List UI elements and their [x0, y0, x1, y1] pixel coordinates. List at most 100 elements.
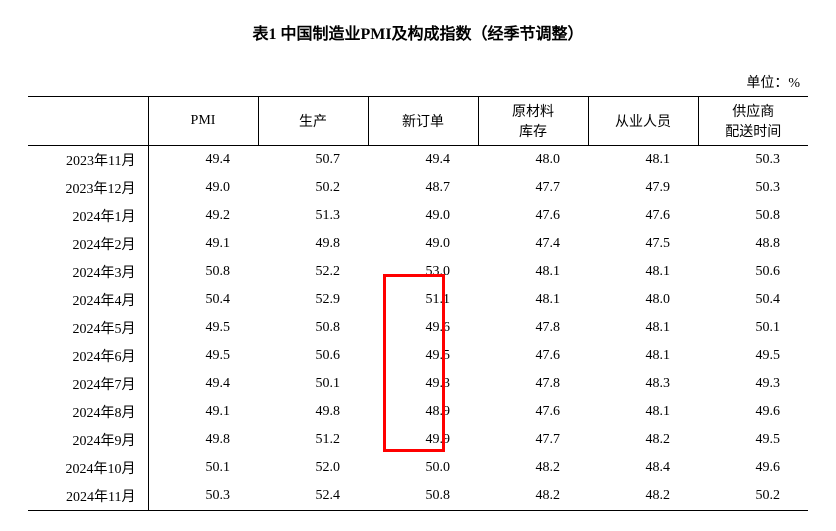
table-row: 2024年7月49.450.149.347.848.349.3: [28, 370, 808, 398]
cell-emp: 48.1: [588, 314, 698, 342]
cell-prod: 52.4: [258, 482, 368, 511]
table-row: 2024年5月49.550.849.647.848.150.1: [28, 314, 808, 342]
cell-inv: 47.6: [478, 398, 588, 426]
col-production: 生产: [258, 97, 368, 146]
cell-inv: 47.6: [478, 342, 588, 370]
cell-pmi: 50.3: [148, 482, 258, 511]
cell-orders: 49.3: [368, 370, 478, 398]
cell-emp: 47.6: [588, 202, 698, 230]
cell-emp: 48.1: [588, 258, 698, 286]
cell-prod: 51.3: [258, 202, 368, 230]
table-row: 2024年3月50.852.253.048.148.150.6: [28, 258, 808, 286]
col-delivery-l2: 配送时间: [705, 121, 803, 141]
table-title: 表1 中国制造业PMI及构成指数（经季节调整）: [28, 20, 808, 44]
cell-period: 2024年8月: [28, 398, 148, 426]
cell-period: 2024年5月: [28, 314, 148, 342]
cell-pmi: 49.4: [148, 370, 258, 398]
cell-deliv: 50.6: [698, 258, 808, 286]
cell-inv: 48.2: [478, 482, 588, 511]
table-row: 2023年11月49.450.749.448.048.150.3: [28, 146, 808, 175]
cell-pmi: 49.5: [148, 342, 258, 370]
table-row: 2024年9月49.851.249.947.748.249.5: [28, 426, 808, 454]
cell-deliv: 49.5: [698, 426, 808, 454]
cell-orders: 48.7: [368, 174, 478, 202]
col-raw-inventory-l1: 原材料: [485, 101, 582, 121]
cell-deliv: 50.4: [698, 286, 808, 314]
cell-inv: 48.0: [478, 146, 588, 175]
cell-pmi: 49.1: [148, 398, 258, 426]
cell-orders: 49.6: [368, 314, 478, 342]
table-wrapper: PMI 生产 新订单 原材料 库存 从业人员 供应商 配送时间 2023年11月…: [28, 96, 808, 511]
cell-period: 2024年3月: [28, 258, 148, 286]
cell-inv: 47.6: [478, 202, 588, 230]
cell-period: 2024年7月: [28, 370, 148, 398]
header-row-1: PMI 生产 新订单 原材料 库存 从业人员 供应商 配送时间: [28, 97, 808, 146]
cell-pmi: 49.0: [148, 174, 258, 202]
cell-period: 2024年9月: [28, 426, 148, 454]
cell-emp: 47.9: [588, 174, 698, 202]
cell-prod: 49.8: [258, 398, 368, 426]
cell-deliv: 49.3: [698, 370, 808, 398]
cell-orders: 50.8: [368, 482, 478, 511]
cell-inv: 48.2: [478, 454, 588, 482]
col-delivery: 供应商 配送时间: [698, 97, 808, 146]
cell-orders: 50.0: [368, 454, 478, 482]
col-delivery-l1: 供应商: [705, 101, 803, 121]
cell-pmi: 50.8: [148, 258, 258, 286]
cell-inv: 47.8: [478, 370, 588, 398]
table-row: 2024年11月50.352.450.848.248.250.2: [28, 482, 808, 511]
pmi-table: PMI 生产 新订单 原材料 库存 从业人员 供应商 配送时间 2023年11月…: [28, 96, 808, 511]
cell-period: 2024年2月: [28, 230, 148, 258]
cell-inv: 48.1: [478, 258, 588, 286]
table-row: 2024年1月49.251.349.047.647.650.8: [28, 202, 808, 230]
col-employees: 从业人员: [588, 97, 698, 146]
table-body: 2023年11月49.450.749.448.048.150.32023年12月…: [28, 146, 808, 511]
unit-label: 单位：%: [28, 72, 808, 92]
cell-inv: 47.7: [478, 426, 588, 454]
cell-inv: 48.1: [478, 286, 588, 314]
cell-emp: 48.1: [588, 146, 698, 175]
cell-orders: 49.4: [368, 146, 478, 175]
cell-emp: 48.2: [588, 426, 698, 454]
cell-emp: 48.0: [588, 286, 698, 314]
cell-prod: 50.7: [258, 146, 368, 175]
cell-prod: 50.6: [258, 342, 368, 370]
cell-inv: 47.4: [478, 230, 588, 258]
col-blank: [28, 97, 148, 146]
cell-orders: 53.0: [368, 258, 478, 286]
cell-emp: 48.1: [588, 398, 698, 426]
col-raw-inventory: 原材料 库存: [478, 97, 588, 146]
cell-emp: 48.1: [588, 342, 698, 370]
cell-inv: 47.8: [478, 314, 588, 342]
cell-pmi: 50.1: [148, 454, 258, 482]
cell-emp: 48.2: [588, 482, 698, 511]
cell-deliv: 50.3: [698, 174, 808, 202]
cell-prod: 50.2: [258, 174, 368, 202]
cell-emp: 48.3: [588, 370, 698, 398]
table-row: 2024年2月49.149.849.047.447.548.8: [28, 230, 808, 258]
cell-pmi: 49.8: [148, 426, 258, 454]
col-raw-inventory-l2: 库存: [485, 121, 582, 141]
cell-emp: 48.4: [588, 454, 698, 482]
cell-period: 2023年12月: [28, 174, 148, 202]
cell-orders: 49.0: [368, 230, 478, 258]
cell-deliv: 50.8: [698, 202, 808, 230]
table-row: 2024年8月49.149.848.947.648.149.6: [28, 398, 808, 426]
cell-emp: 47.5: [588, 230, 698, 258]
cell-pmi: 49.2: [148, 202, 258, 230]
cell-deliv: 49.5: [698, 342, 808, 370]
cell-deliv: 50.2: [698, 482, 808, 511]
cell-orders: 49.5: [368, 342, 478, 370]
cell-pmi: 49.1: [148, 230, 258, 258]
cell-deliv: 50.1: [698, 314, 808, 342]
cell-prod: 50.1: [258, 370, 368, 398]
cell-orders: 48.9: [368, 398, 478, 426]
cell-period: 2024年1月: [28, 202, 148, 230]
col-pmi: PMI: [148, 97, 258, 146]
cell-orders: 49.9: [368, 426, 478, 454]
cell-deliv: 50.3: [698, 146, 808, 175]
table-row: 2024年10月50.152.050.048.248.449.6: [28, 454, 808, 482]
cell-period: 2024年6月: [28, 342, 148, 370]
cell-prod: 52.9: [258, 286, 368, 314]
cell-prod: 51.2: [258, 426, 368, 454]
